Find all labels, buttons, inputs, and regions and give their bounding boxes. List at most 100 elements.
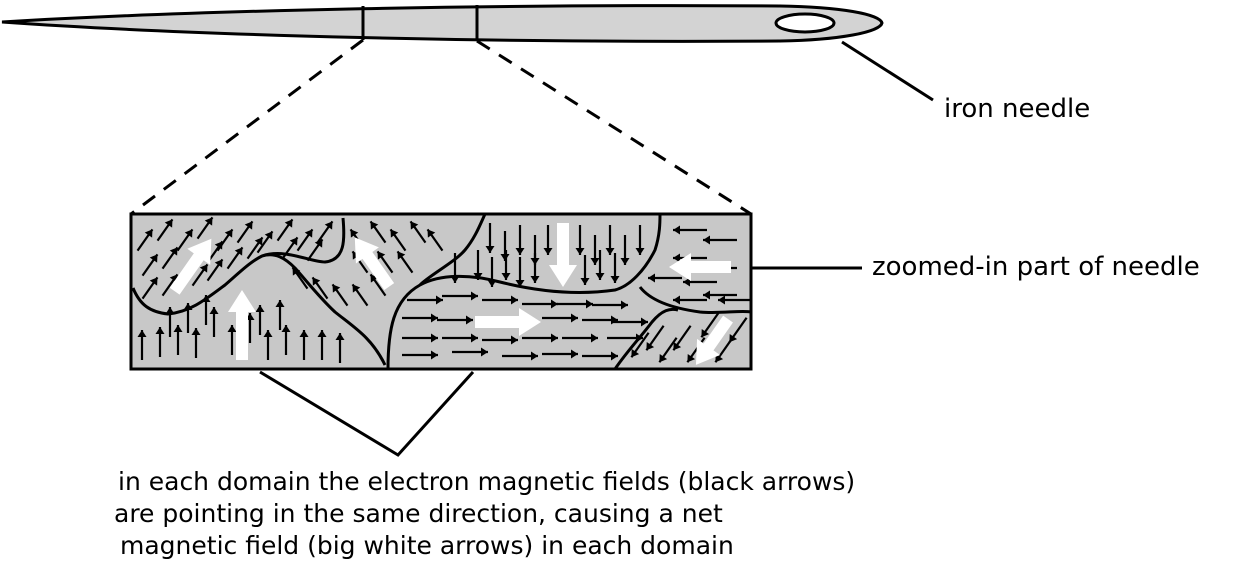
domain-leader-lines — [259, 370, 475, 457]
small-arrow — [369, 273, 387, 297]
small-arrow — [562, 333, 598, 343]
small-arrow — [206, 258, 224, 282]
small-arrow — [402, 333, 438, 343]
small-arrow — [246, 236, 264, 260]
small-arrow — [590, 235, 600, 265]
small-arrow — [369, 220, 387, 244]
domain-boundary — [613, 307, 679, 369]
small-arrow — [209, 307, 219, 337]
domain-boundary — [638, 286, 751, 315]
small-arrow — [351, 283, 369, 307]
small-arrow — [686, 337, 706, 363]
small-arrow — [672, 325, 692, 351]
small-arrow — [306, 238, 324, 262]
big-arrow-domain-2 — [228, 290, 256, 360]
small-arrow — [316, 220, 334, 244]
small-arrow — [173, 325, 183, 355]
big-arrow-domain-5 — [475, 308, 541, 336]
small-arrow — [620, 235, 630, 265]
small-arrow — [191, 328, 201, 358]
zoom-line-right — [476, 39, 752, 216]
domain-boundaries — [131, 214, 751, 369]
small-arrow — [542, 313, 578, 323]
big-arrow-domain-7 — [695, 315, 733, 365]
small-arrow — [718, 295, 751, 305]
small-arrow — [452, 347, 488, 357]
small-arrow — [275, 300, 285, 330]
small-arrow — [728, 317, 748, 343]
small-arrow — [658, 337, 678, 363]
needle-leader-line — [841, 40, 934, 102]
domain-boundary — [386, 214, 662, 369]
small-arrow — [595, 250, 605, 280]
small-arrow — [575, 225, 585, 255]
small-arrow — [137, 330, 147, 360]
small-arrow — [426, 228, 444, 252]
small-arrow — [648, 273, 682, 283]
needle-eye — [774, 12, 836, 34]
small-arrow — [605, 225, 615, 255]
small-arrow — [482, 295, 518, 305]
small-arrow — [482, 335, 518, 345]
small-arrow — [703, 290, 737, 300]
small-arrow — [226, 246, 244, 270]
small-arrow — [299, 330, 309, 360]
small-arrow — [522, 299, 558, 309]
domain-boundary — [261, 217, 346, 264]
small-arrow — [610, 253, 620, 283]
small-arrow — [515, 225, 525, 255]
small-arrow — [136, 228, 154, 252]
small-arrow — [311, 276, 329, 300]
zoom-line-left — [130, 38, 364, 216]
small-arrow — [612, 317, 648, 327]
small-arrow — [502, 351, 538, 361]
caption-line-2: are pointing in the same direction, caus… — [114, 499, 723, 528]
small-arrow — [522, 333, 558, 343]
small-arrow — [191, 263, 209, 287]
small-arrow — [442, 291, 478, 301]
caption-line-1: in each domain the electron magnetic fie… — [118, 467, 856, 496]
small-arrow — [635, 225, 645, 255]
small-arrow — [543, 225, 553, 255]
small-arrow — [281, 325, 291, 355]
small-arrow — [700, 312, 720, 338]
small-arrow — [592, 300, 628, 310]
small-arrow — [155, 327, 165, 357]
small-arrow — [376, 250, 394, 274]
small-arrow — [317, 330, 327, 360]
small-arrow — [645, 325, 665, 351]
small-arrow — [437, 315, 473, 325]
small-arrow — [485, 223, 495, 253]
small-arrow — [196, 216, 214, 240]
small-arrow — [582, 351, 618, 361]
small-arrow — [542, 349, 578, 359]
needle-body — [1, 4, 884, 43]
zoomed-in-part-label: zoomed-in part of needle — [872, 252, 1200, 282]
small-arrow — [515, 257, 525, 287]
small-arrow — [236, 220, 254, 244]
small-arrow — [263, 330, 273, 360]
small-arrow — [331, 283, 349, 307]
small-arrow — [276, 218, 294, 242]
small-arrow — [141, 276, 159, 300]
small-arrow — [409, 220, 427, 244]
small-arrow — [161, 246, 179, 270]
small-arrow — [580, 255, 590, 285]
domain-boundary — [418, 214, 487, 287]
small-arrow — [256, 230, 274, 254]
small-arrow — [402, 313, 438, 323]
iron-needle-label: iron needle — [944, 94, 1091, 124]
small-arrow — [402, 350, 438, 360]
big-arrow-domain-4 — [549, 223, 577, 287]
big-arrow-domain-3 — [354, 237, 395, 291]
small-arrow — [296, 228, 314, 252]
big-arrow-domain-6 — [669, 253, 731, 281]
small-arrow — [227, 325, 237, 355]
small-arrow — [442, 333, 478, 343]
big-arrows-layer — [169, 223, 733, 365]
small-arrow — [630, 332, 650, 358]
small-arrow — [176, 228, 194, 252]
caption-line-3: magnetic field (big white arrows) in eac… — [120, 531, 734, 560]
